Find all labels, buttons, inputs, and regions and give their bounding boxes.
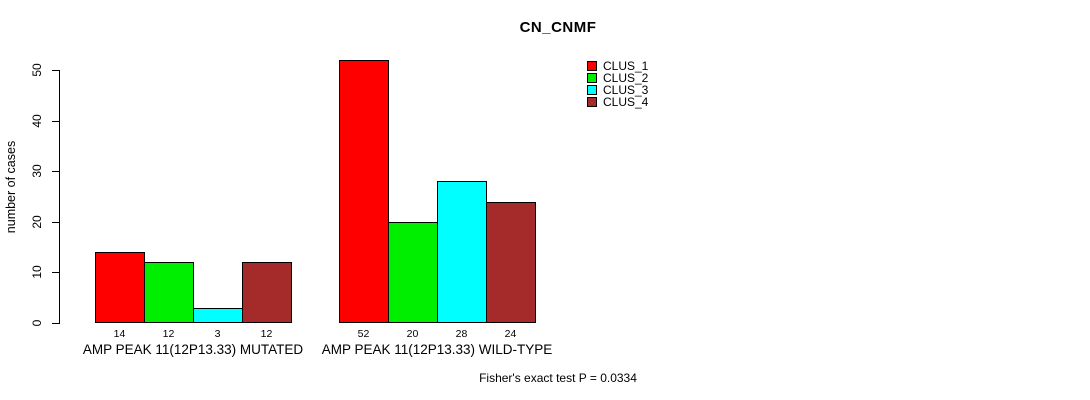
bar-value-label: 52 [357, 328, 370, 340]
bar-clus_4-group1 [242, 262, 292, 323]
bar-value-label: 28 [455, 328, 468, 340]
legend-label: CLUS_3 [603, 83, 649, 97]
bar-value-label: 20 [406, 328, 419, 340]
legend-label: CLUS_4 [603, 95, 649, 109]
legend-item-clus_1: CLUS_1 [587, 60, 648, 72]
y-tick-label: 40 [30, 114, 44, 128]
bar-clus_1-group1 [95, 252, 145, 323]
bar-value-label: 24 [504, 328, 517, 340]
bar-value-label: 12 [162, 328, 175, 340]
bar-clus_3-group1 [193, 308, 243, 323]
y-axis-line [59, 70, 60, 324]
bar-clus_3-group2 [437, 181, 487, 323]
legend-color-swatch [587, 97, 597, 107]
legend-item-clus_4: CLUS_4 [587, 96, 648, 108]
chart-legend: CLUS_1 CLUS_2 CLUS_3 CLUS_4 [587, 60, 648, 108]
legend-color-swatch [587, 73, 597, 83]
legend-label: CLUS_2 [603, 71, 649, 85]
bar-value-label: 3 [214, 328, 221, 340]
y-tick-mark [52, 222, 59, 223]
bar-value-label: 12 [260, 328, 273, 340]
x-category-label: AMP PEAK 11(12P13.33) MUTATED [82, 342, 304, 357]
legend-color-swatch [587, 85, 597, 95]
y-tick-label: 10 [30, 265, 44, 279]
legend-item-clus_2: CLUS_2 [587, 72, 648, 84]
legend-color-swatch [587, 61, 597, 71]
y-tick-mark [52, 272, 59, 273]
legend-item-clus_3: CLUS_3 [587, 84, 648, 96]
y-tick-label: 50 [30, 63, 44, 77]
y-tick-label: 20 [30, 215, 44, 229]
y-tick-mark [52, 323, 59, 324]
bar-clus_2-group1 [144, 262, 194, 323]
legend-label: CLUS_1 [603, 59, 649, 73]
bar-value-label: 14 [113, 328, 126, 340]
chart-title: CN_CNMF [519, 19, 597, 36]
bar-clus_2-group2 [388, 222, 438, 323]
y-tick-label: 0 [30, 319, 44, 327]
bar-clus_4-group2 [486, 202, 536, 323]
fisher-test-annotation: Fisher's exact test P = 0.0334 [479, 371, 637, 385]
y-axis-label: number of cases [4, 140, 18, 234]
y-tick-mark [52, 70, 59, 71]
y-tick-mark [52, 121, 59, 122]
x-category-label: AMP PEAK 11(12P13.33) WILD-TYPE [321, 342, 553, 357]
y-tick-mark [52, 171, 59, 172]
y-tick-label: 30 [30, 164, 44, 178]
bar-clus_1-group2 [339, 60, 389, 323]
